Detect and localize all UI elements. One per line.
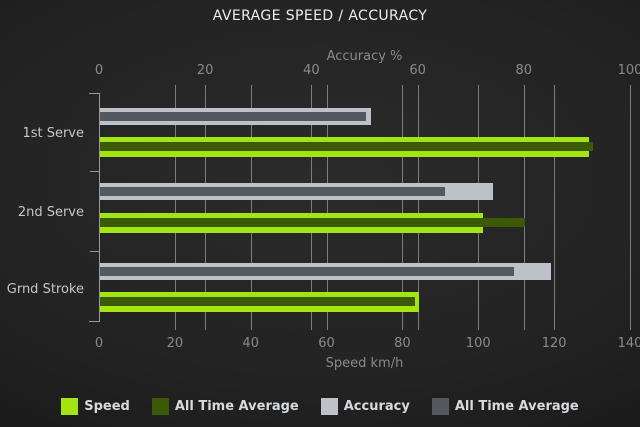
bar-accuracy-average <box>100 187 446 196</box>
bar-accuracy-average <box>100 267 515 276</box>
bottom-axis-tick-label: 140 <box>617 336 640 351</box>
y-axis-line <box>99 93 100 322</box>
y-axis-top-tick <box>89 93 100 94</box>
gridline-accuracy <box>523 85 525 330</box>
legend-item: Accuracy <box>320 398 410 415</box>
legend-swatch <box>61 398 79 415</box>
bar-speed-average <box>100 218 525 227</box>
top-axis-tick-label: 20 <box>196 63 214 78</box>
y-axis-bottom-tick <box>89 321 100 322</box>
category-label: 1st Serve <box>22 126 84 141</box>
chart-title: AVERAGE SPEED / ACCURACY <box>212 8 428 24</box>
legend-label: Accuracy <box>343 399 410 414</box>
top-axis-tick-label: 0 <box>94 63 104 78</box>
legend-item: Speed <box>61 398 130 415</box>
bar-speed-average <box>100 297 415 306</box>
legend-item: All Time Average <box>151 398 299 415</box>
gridline-speed <box>478 85 480 330</box>
gridline-speed <box>174 85 176 330</box>
bar-accuracy-average <box>100 112 366 121</box>
category-label: 2nd Serve <box>17 205 84 220</box>
top-axis-tick-label: 40 <box>303 63 320 78</box>
gridline-speed <box>250 85 252 330</box>
legend-label: Speed <box>84 399 130 414</box>
bottom-axis-tick-label: 100 <box>465 336 491 351</box>
bottom-axis-label: Speed km/h <box>325 356 404 371</box>
gridline-speed <box>554 85 556 330</box>
gridline-speed <box>326 85 328 330</box>
top-axis-tick-label: 60 <box>409 63 426 78</box>
top-axis-tick-label: 80 <box>515 63 533 78</box>
category-boundary-tick <box>90 251 100 252</box>
gridline-speed <box>402 85 404 330</box>
bottom-axis-tick-label: 40 <box>242 336 259 351</box>
legend: Speed All Time Average Accuracy All Time Av… <box>0 398 640 415</box>
category-boundary-tick <box>90 171 100 172</box>
legend-swatch <box>431 398 449 415</box>
bottom-axis-tick-label: 120 <box>541 336 567 351</box>
legend-swatch <box>320 398 338 415</box>
top-axis-tick-label: 100 <box>617 63 640 78</box>
gridline-speed <box>630 85 631 330</box>
top-axis-label: Accuracy % <box>326 49 403 64</box>
bottom-axis-tick-label: 80 <box>394 336 411 351</box>
bottom-axis-tick-label: 60 <box>318 336 335 351</box>
legend-label: All Time Average <box>454 399 579 414</box>
bar-speed-average <box>100 142 594 151</box>
legend-label: All Time Average <box>174 399 299 414</box>
bottom-axis-tick-label: 0 <box>94 336 104 351</box>
gridline-accuracy <box>205 85 207 330</box>
category-label: Grnd Stroke <box>6 282 84 297</box>
legend-swatch <box>151 398 169 415</box>
legend-item: All Time Average <box>431 398 579 415</box>
gridline-accuracy <box>417 85 419 330</box>
bottom-axis-tick-label: 20 <box>166 336 184 351</box>
gridline-accuracy <box>311 85 313 330</box>
